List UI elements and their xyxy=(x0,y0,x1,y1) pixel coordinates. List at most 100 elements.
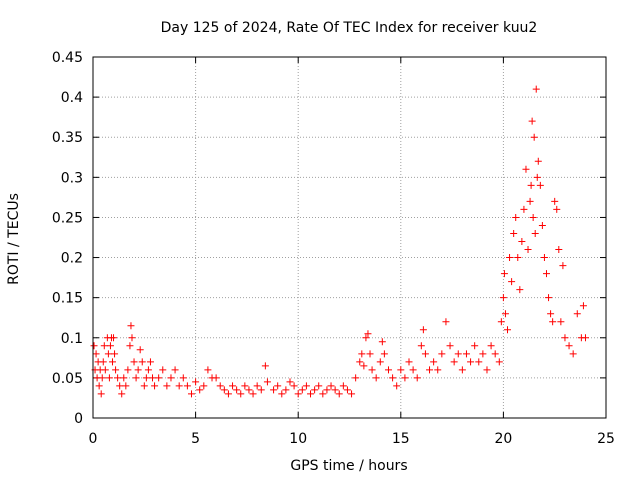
data-point xyxy=(220,386,228,394)
y-tick-label: 0.3 xyxy=(61,170,83,186)
data-point xyxy=(249,390,257,398)
data-point xyxy=(108,358,116,366)
data-point xyxy=(307,390,315,398)
data-point xyxy=(183,382,191,390)
data-point xyxy=(527,181,535,189)
y-tick-label: 0.45 xyxy=(52,50,83,66)
data-point xyxy=(534,157,542,165)
x-tick-label: 20 xyxy=(494,431,512,447)
data-point xyxy=(130,358,138,366)
data-point xyxy=(559,262,567,270)
data-point xyxy=(105,374,113,382)
data-point xyxy=(175,382,183,390)
data-point xyxy=(520,205,528,213)
data-point xyxy=(352,374,360,382)
data-point xyxy=(532,85,540,93)
data-point xyxy=(245,386,253,394)
data-point xyxy=(434,366,442,374)
data-point xyxy=(253,382,261,390)
data-point xyxy=(533,173,541,181)
data-point xyxy=(364,330,372,338)
data-point xyxy=(372,374,380,382)
data-point xyxy=(163,382,171,390)
data-point xyxy=(526,197,534,205)
data-point xyxy=(430,358,438,366)
data-point xyxy=(179,374,187,382)
data-point xyxy=(138,358,146,366)
data-point xyxy=(501,310,509,318)
x-tick-label: 15 xyxy=(392,431,410,447)
data-point xyxy=(409,366,417,374)
data-point xyxy=(98,374,106,382)
data-point xyxy=(114,374,122,382)
data-point xyxy=(92,350,100,358)
data-point xyxy=(545,294,553,302)
data-point xyxy=(508,278,516,286)
data-point xyxy=(450,358,458,366)
data-point xyxy=(136,346,144,354)
data-point xyxy=(128,334,136,342)
data-point xyxy=(540,254,548,262)
data-point xyxy=(531,229,539,237)
data-point xyxy=(126,342,134,350)
data-point xyxy=(446,342,454,350)
data-point xyxy=(233,386,241,394)
data-point xyxy=(479,350,487,358)
data-point xyxy=(140,382,148,390)
data-point xyxy=(323,386,331,394)
data-point xyxy=(127,322,135,330)
data-point xyxy=(224,390,232,398)
grid-lines xyxy=(93,57,606,418)
data-point xyxy=(90,342,98,350)
data-point xyxy=(159,366,167,374)
data-point xyxy=(229,382,237,390)
data-point xyxy=(561,334,569,342)
data-point xyxy=(514,254,522,262)
data-point xyxy=(142,374,150,382)
data-point xyxy=(555,246,563,254)
data-point xyxy=(522,165,530,173)
data-point xyxy=(500,270,508,278)
data-point xyxy=(504,326,512,334)
data-point xyxy=(467,358,475,366)
data-point xyxy=(358,350,366,358)
data-point xyxy=(366,350,374,358)
data-point xyxy=(216,382,224,390)
y-tick-label: 0.15 xyxy=(52,291,83,307)
data-point xyxy=(171,366,179,374)
data-points xyxy=(90,85,589,398)
x-tick-label: 0 xyxy=(89,431,98,447)
y-tick-label: 0.25 xyxy=(52,210,83,226)
data-point xyxy=(112,366,120,374)
data-point xyxy=(438,350,446,358)
data-point xyxy=(241,382,249,390)
y-tick-label: 0.05 xyxy=(52,371,83,387)
data-point xyxy=(462,350,470,358)
chart-title: Day 125 of 2024, Rate Of TEC Index for r… xyxy=(161,20,538,36)
data-point xyxy=(360,362,368,370)
data-point xyxy=(97,390,105,398)
data-point xyxy=(302,382,310,390)
data-point xyxy=(101,366,109,374)
data-point xyxy=(516,286,524,294)
data-point xyxy=(149,374,157,382)
data-point xyxy=(282,386,290,394)
data-point xyxy=(270,386,278,394)
data-point xyxy=(551,197,559,205)
data-point xyxy=(510,229,518,237)
x-axis-label: GPS time / hours xyxy=(290,458,407,474)
data-point xyxy=(99,358,107,366)
data-point xyxy=(579,302,587,310)
data-point xyxy=(100,342,108,350)
data-point xyxy=(442,318,450,326)
data-point xyxy=(569,350,577,358)
data-point xyxy=(483,366,491,374)
data-point xyxy=(122,382,130,390)
data-point xyxy=(286,378,294,386)
data-point xyxy=(311,386,319,394)
data-point xyxy=(196,386,204,394)
data-point xyxy=(581,334,589,342)
y-tick-label: 0.4 xyxy=(61,90,83,106)
